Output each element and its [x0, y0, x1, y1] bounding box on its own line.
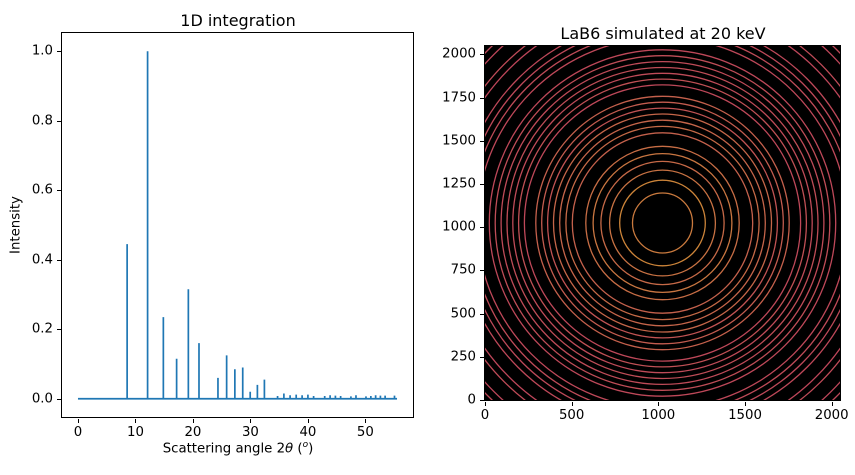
diffractogram-line-plot [77, 51, 398, 400]
y-tick-2d-1750-mark [480, 97, 484, 99]
y-tick-2d-1750-label: 1750 [442, 90, 476, 105]
x-tick-2d-1000-mark [658, 402, 660, 406]
y-tick-2d-750-label: 750 [450, 262, 476, 278]
x-tick-1d-0-mark [77, 419, 79, 423]
x-axis-label-text: Scattering angle 2 [162, 441, 286, 457]
x-tick-1d-30-label: 30 [241, 425, 259, 440]
diffraction-ring-22 [485, 46, 840, 400]
y-tick-1d-0.6-mark [57, 190, 61, 192]
y-tick-1d-0.2-mark [57, 329, 61, 331]
diffraction-ring-25 [485, 46, 840, 400]
x-tick-1d-10-mark [135, 419, 137, 423]
axes-1d-integration [61, 32, 414, 418]
x-tick-2d-500-mark [571, 402, 573, 406]
debye-scherrer-rings-image [485, 46, 840, 400]
x-tick-1d-20-label: 20 [184, 425, 202, 440]
diffraction-ring-26 [485, 46, 840, 400]
x-tick-1d-40-label: 40 [299, 425, 317, 440]
diffraction-ring-8 [565, 125, 760, 321]
diffraction-ring-23 [485, 46, 840, 400]
diffraction-ring-19 [494, 55, 831, 391]
diffraction-ring-11 [546, 107, 779, 339]
degree-superscript: o [302, 440, 309, 450]
diffraction-ring-13 [535, 95, 790, 351]
x-tick-2d-1500-label: 1500 [728, 408, 762, 423]
y-tick-2d-1500-mark [480, 140, 484, 142]
x-axis-label-scattering-angle: Scattering angle 2θ (o) [163, 440, 314, 456]
diffraction-ring-6 [585, 145, 740, 301]
y-axis-label-intensity: Intensity [8, 196, 24, 254]
y-tick-2d-1000-label: 1000 [442, 219, 476, 235]
y-tick-2d-250-label: 250 [450, 349, 476, 365]
diffraction-ring-29 [485, 46, 840, 400]
diffraction-ring-31 [485, 46, 840, 400]
x-tick-1d-50-mark [365, 419, 367, 423]
y-tick-2d-1500-label: 1500 [442, 133, 476, 149]
y-tick-2d-250-mark [480, 356, 484, 358]
x-tick-1d-20-mark [192, 419, 194, 423]
diffraction-ring-30 [485, 46, 840, 400]
diffraction-ring-3 [608, 169, 717, 277]
y-tick-2d-0-label: 0 [467, 392, 476, 408]
x-tick-1d-30-mark [250, 419, 252, 423]
diffraction-ring-14 [523, 84, 802, 362]
x-tick-2d-1500-mark [745, 402, 746, 406]
diffraction-ring-18 [500, 60, 825, 386]
x-axis-label-paren-open: ( [293, 441, 303, 457]
diffraction-ring-10 [552, 113, 773, 333]
x-tick-2d-500-label: 500 [558, 408, 585, 423]
diffraction-ring-1 [631, 192, 694, 254]
x-tick-2d-2000-mark [831, 402, 833, 406]
diffraction-ring-9 [559, 119, 766, 327]
y-tick-1d-0.8-mark [57, 120, 61, 122]
y-tick-2d-500-label: 500 [450, 306, 476, 322]
y-tick-2d-1000-mark [480, 227, 484, 229]
diffraction-ring-21 [485, 46, 840, 400]
y-tick-1d-0.0-mark [57, 398, 61, 400]
y-tick-1d-1.0-mark [57, 51, 61, 53]
y-tick-2d-500-mark [480, 313, 484, 315]
diffraction-ring-16 [512, 72, 813, 374]
plot-title-lab6-simulated: LaB6 simulated at 20 keV [560, 24, 766, 43]
theta-symbol: θ [285, 441, 294, 457]
x-tick-1d-50-label: 50 [356, 425, 374, 440]
y-tick-1d-0.8-label: 0.8 [31, 113, 53, 129]
diffraction-ring-24 [485, 46, 840, 400]
intensity-curve [77, 51, 398, 400]
x-tick-1d-10-label: 10 [126, 425, 144, 440]
diffraction-ring-15 [517, 78, 808, 368]
y-tick-1d-0.6-label: 0.6 [31, 182, 53, 198]
x-tick-2d-0-label: 0 [480, 408, 490, 423]
diffraction-ring-2 [619, 179, 706, 267]
x-tick-2d-1000-label: 1000 [641, 408, 676, 423]
y-tick-1d-0.4-mark [57, 259, 61, 261]
diffraction-ring-5 [592, 152, 733, 294]
diffraction-ring-17 [506, 66, 819, 380]
diffraction-ring-7 [571, 132, 754, 314]
y-tick-1d-0.0-label: 0.0 [31, 391, 53, 407]
diffraction-ring-28 [485, 46, 840, 400]
axes-lab6-2d-pattern [484, 45, 841, 401]
y-tick-2d-1250-label: 1250 [442, 176, 476, 192]
y-tick-2d-2000-mark [480, 54, 484, 56]
x-tick-1d-40-mark [307, 419, 309, 423]
x-tick-1d-0-label: 0 [73, 425, 83, 440]
diffraction-ring-27 [485, 46, 840, 400]
y-tick-1d-0.4-label: 0.4 [31, 252, 53, 268]
y-tick-2d-1250-mark [480, 183, 484, 185]
diffraction-ring-12 [541, 101, 784, 345]
y-tick-1d-1.0-label: 1.0 [31, 43, 53, 59]
diffraction-ring-4 [600, 160, 725, 286]
x-axis-label-paren-close: ) [308, 441, 314, 457]
x-tick-2d-0-mark [485, 402, 486, 406]
y-tick-2d-750-mark [480, 270, 484, 272]
diffraction-ring-32 [485, 46, 840, 400]
y-tick-2d-0-mark [480, 400, 484, 401]
y-tick-2d-2000-label: 2000 [442, 46, 476, 62]
plot-title-1d-integration: 1D integration [180, 11, 296, 30]
x-tick-2d-2000-label: 2000 [814, 408, 849, 423]
y-tick-1d-0.2-label: 0.2 [31, 321, 53, 337]
diffraction-ring-20 [488, 49, 837, 397]
